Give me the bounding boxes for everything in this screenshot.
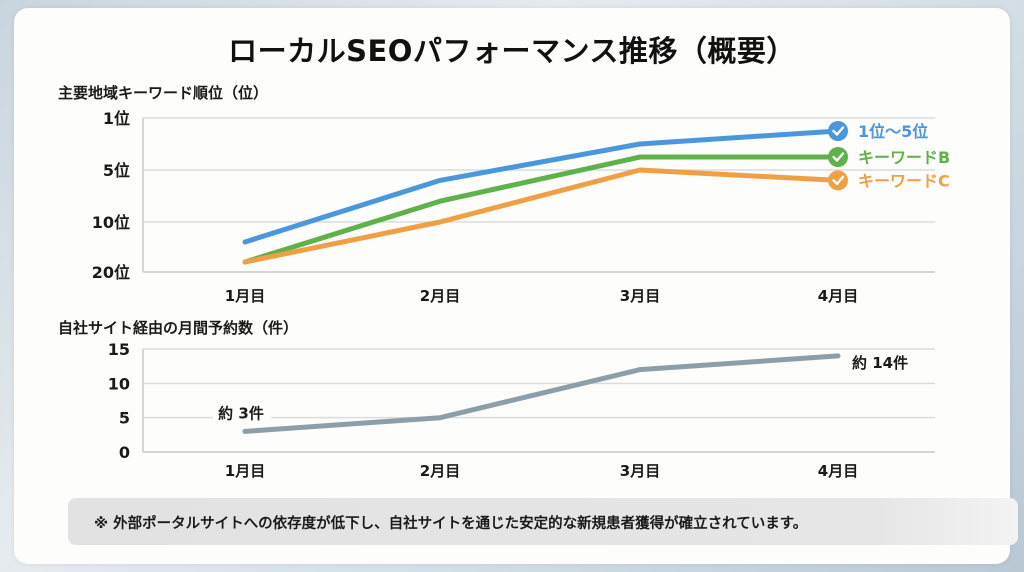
rank-x-tick-label: 4月目	[818, 287, 858, 305]
bookings-x-tick-label: 2月目	[420, 462, 460, 480]
legend-check-icon	[828, 147, 848, 167]
bookings-y-tick-label: 5	[119, 409, 130, 428]
slide-card	[14, 8, 1010, 564]
rank-y-tick-label: 10位	[92, 213, 130, 232]
bookings-x-tick-label: 3月目	[620, 462, 660, 480]
rank-series-line	[242, 167, 841, 265]
bookings-y-tick-label: 10	[108, 374, 130, 393]
bookings-chart-title: 自社サイト経由の月間予約数（件）	[58, 319, 299, 337]
rank-series-line	[242, 128, 841, 245]
footnote-text: ※ 外部ポータルサイトへの依存度が低下し、自社サイトを通じた安定的な新規患者獲得…	[94, 516, 808, 532]
bookings-y-tick-label: 0	[119, 443, 130, 462]
rank-chart-title: 主要地域キーワード順位（位）	[58, 84, 269, 102]
legend-label: キーワードB	[858, 148, 950, 167]
bookings-x-tick-label: 1月目	[225, 462, 265, 480]
check-mark-icon	[832, 126, 845, 136]
bookings-annotation: 約 3件	[218, 404, 264, 422]
footnote-box: ※ 外部ポータルサイトへの依存度が低下し、自社サイトを通じた安定的な新規患者獲得…	[68, 498, 1018, 545]
rank-x-tick-label: 2月目	[420, 287, 460, 305]
bookings-x-tick-label: 4月目	[818, 462, 858, 480]
rank-x-tick-label: 3月目	[620, 287, 660, 305]
bookings-y-tick-label: 15	[108, 340, 130, 359]
rank-y-tick-label: 20位	[92, 263, 130, 282]
legend-check-icon	[828, 121, 848, 141]
legend-label: 1位〜5位	[858, 122, 928, 141]
bookings-series-line	[242, 353, 841, 434]
rank-y-tick-label: 1位	[103, 109, 130, 128]
page-title: ローカルSEOパフォーマンス推移（概要）	[228, 34, 796, 68]
bookings-annotation: 約 14件	[852, 354, 908, 372]
legend-label: キーワードC	[858, 171, 950, 190]
legend-check-icon	[828, 170, 848, 191]
check-mark-icon	[832, 175, 845, 186]
rank-x-tick-label: 1月目	[225, 287, 265, 305]
check-mark-icon	[832, 152, 845, 162]
rank-y-tick-label: 5位	[103, 161, 130, 180]
rank-series-line	[242, 154, 841, 265]
annotation-bg	[213, 401, 271, 424]
